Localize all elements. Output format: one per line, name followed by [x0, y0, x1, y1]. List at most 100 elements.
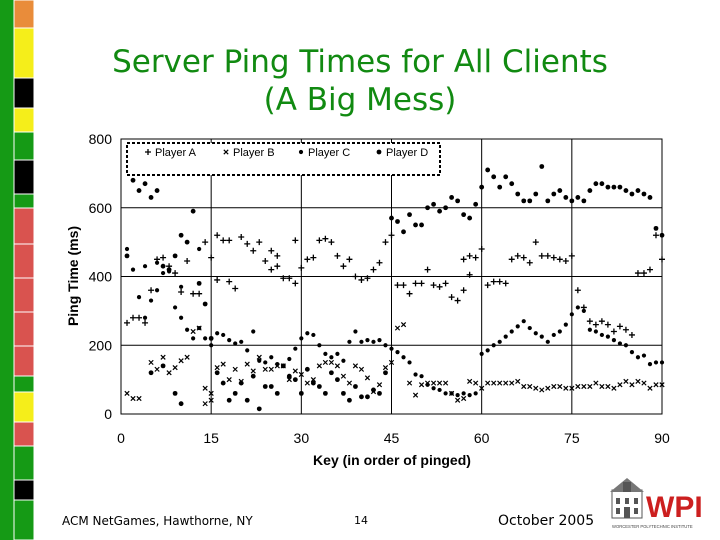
data-point	[442, 280, 449, 287]
data-point	[256, 354, 262, 360]
data-point	[172, 364, 178, 371]
data-point	[563, 385, 569, 391]
data-point	[509, 380, 515, 386]
data-point	[190, 328, 196, 335]
data-point	[394, 325, 401, 331]
data-point	[400, 282, 407, 289]
data-point	[262, 258, 269, 265]
data-point	[287, 356, 292, 362]
data-point	[250, 247, 257, 254]
wpi-logo: WPI WORCESTER POLYTECHNIC INSTITUTE	[610, 478, 703, 529]
data-point	[557, 383, 563, 390]
y-axis-label: Ping Time (ms)	[65, 226, 81, 326]
data-point	[623, 378, 629, 384]
data-point	[341, 390, 346, 396]
data-point	[563, 195, 569, 200]
data-point	[653, 225, 659, 231]
legend-entry: Player B	[233, 147, 275, 159]
y-tick-label: 200	[89, 337, 113, 353]
data-point	[598, 318, 605, 325]
data-point	[623, 343, 629, 348]
data-point	[587, 188, 593, 193]
data-point	[232, 366, 238, 372]
page-number: 14	[354, 514, 368, 527]
data-point	[497, 380, 503, 386]
data-point	[418, 280, 425, 287]
data-point	[304, 380, 310, 386]
x-tick-label: 30	[294, 430, 310, 446]
data-point	[611, 385, 617, 391]
x-axis-label: Key (in order of pinged)	[313, 452, 471, 468]
data-point	[382, 364, 389, 371]
data-point	[304, 366, 310, 372]
data-point	[323, 351, 328, 356]
data-point	[521, 319, 526, 324]
data-point	[395, 219, 400, 224]
data-point	[629, 191, 635, 197]
data-point	[652, 232, 659, 239]
data-point	[532, 239, 539, 246]
data-point	[335, 377, 340, 383]
data-point	[508, 256, 515, 263]
data-point	[533, 331, 538, 336]
data-point	[310, 380, 316, 386]
series-player-b	[124, 322, 665, 407]
data-point	[191, 336, 196, 341]
data-point	[245, 348, 250, 353]
data-point	[520, 254, 527, 261]
legend-entry: Player C	[308, 147, 350, 159]
data-point	[202, 385, 208, 391]
data-point	[407, 212, 412, 218]
data-point	[148, 195, 154, 200]
data-point	[407, 360, 412, 365]
data-point	[562, 258, 569, 265]
data-point	[592, 321, 599, 328]
data-point	[316, 363, 322, 369]
data-point	[233, 341, 238, 346]
data-point	[244, 397, 250, 403]
data-point	[251, 329, 256, 334]
data-point	[184, 239, 190, 245]
data-point	[539, 334, 544, 339]
data-point	[443, 391, 448, 396]
data-point	[466, 252, 473, 259]
data-point	[130, 267, 136, 272]
data-point	[395, 350, 400, 355]
data-point	[581, 198, 587, 204]
data-point	[485, 348, 490, 353]
data-point	[509, 329, 514, 334]
data-point	[382, 239, 389, 246]
data-point	[599, 383, 605, 390]
data-point	[502, 280, 509, 287]
data-point	[263, 360, 268, 365]
data-point	[148, 359, 154, 366]
data-point	[365, 337, 370, 343]
data-point	[515, 324, 520, 329]
data-point	[605, 184, 611, 190]
data-point	[179, 284, 184, 289]
data-point	[136, 188, 142, 193]
slide-subtitle: (A Big Mess)	[263, 82, 457, 118]
data-point	[550, 254, 557, 261]
data-point	[214, 232, 221, 239]
data-point	[142, 264, 148, 269]
data-point	[593, 380, 599, 386]
wpi-building-icon	[610, 478, 644, 519]
data-point	[647, 385, 653, 391]
data-point	[659, 382, 665, 388]
data-point	[346, 380, 353, 386]
data-point	[280, 363, 286, 369]
data-point	[166, 370, 172, 376]
data-point	[497, 339, 502, 344]
data-point	[569, 198, 575, 204]
data-point	[292, 280, 299, 287]
data-point	[274, 390, 280, 396]
data-point	[220, 380, 226, 386]
wpi-logo-text: WPI	[646, 491, 703, 524]
data-point	[575, 383, 581, 390]
data-point	[238, 233, 245, 240]
data-point	[461, 395, 467, 402]
data-point	[148, 298, 154, 303]
data-point	[160, 254, 167, 261]
data-point	[388, 232, 395, 239]
